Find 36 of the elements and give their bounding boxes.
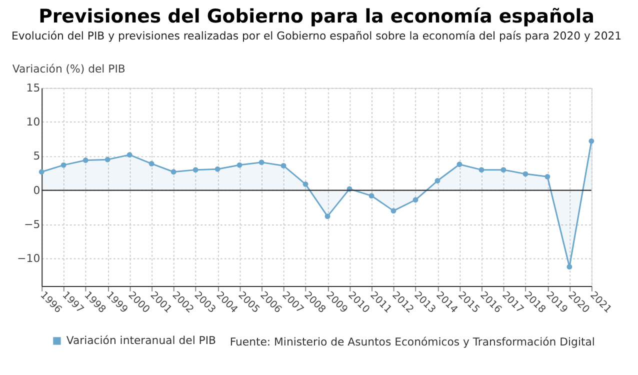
point [478,167,484,173]
point [412,197,418,203]
point [60,162,66,168]
point [390,208,396,214]
point [82,158,88,163]
point [500,167,506,173]
y-tick-label: 15 [26,81,40,94]
point [236,162,242,168]
point [434,178,440,184]
point [544,174,550,180]
point [104,156,110,162]
point [192,167,198,173]
chart-title: Previsiones del Gobierno para la economía española [38,6,594,28]
point [280,163,286,168]
y-tick-label: 5 [33,150,40,163]
point [38,169,44,175]
y-tick-label: 0 [33,184,40,197]
y-axis-title: Variación (%) del PIB [12,62,126,76]
point [148,160,154,166]
point [522,171,528,177]
y-tick-label: −5 [24,218,40,231]
point [368,193,374,198]
point [324,214,330,219]
point [258,160,264,166]
legend-label: Variación interanual del PIB [66,334,216,347]
point [566,264,572,270]
point [170,169,176,175]
chart-subtitle: Evolución del PIB y previsiones realizadas por el Gobierno español sobre la economía del país para 2020 y 2021 [11,29,622,42]
point [302,181,308,187]
point [214,166,220,172]
point [588,138,594,144]
y-tick-label: −10 [17,252,40,266]
point [456,162,462,168]
source-note: Fuente: Ministerio de Asuntos Económicos y Transformación Digital [230,335,595,348]
point [126,152,132,158]
y-tick-label: 10 [26,115,40,128]
